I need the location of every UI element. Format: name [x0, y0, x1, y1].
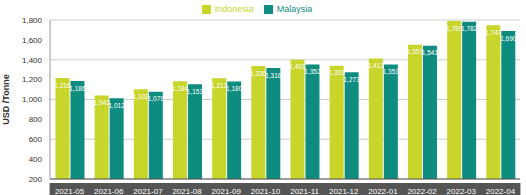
svg-text:1,079: 1,079 — [148, 95, 165, 102]
svg-text:1,747: 1,747 — [485, 28, 502, 36]
svg-text:1,782: 1,782 — [461, 25, 478, 32]
svg-text:2021-07: 2021-07 — [133, 187, 163, 195]
svg-text:1,180: 1,180 — [226, 85, 243, 92]
svg-text:2021-05: 2021-05 — [55, 187, 85, 195]
svg-text:1,041: 1,041 — [93, 99, 110, 106]
svg-text:1,400: 1,400 — [22, 56, 43, 65]
svg-text:400: 400 — [29, 155, 43, 164]
svg-text:1,413: 1,413 — [367, 62, 384, 70]
svg-text:1,186: 1,186 — [69, 85, 86, 92]
svg-text:1,339: 1,339 — [328, 69, 345, 77]
svg-text:1,000: 1,000 — [22, 95, 43, 104]
svg-text:1,273: 1,273 — [344, 76, 361, 83]
svg-text:800: 800 — [29, 115, 43, 124]
svg-text:2021-10: 2021-10 — [251, 187, 281, 195]
svg-text:1,216: 1,216 — [54, 81, 71, 89]
svg-text:2022-02: 2022-02 — [407, 187, 437, 195]
svg-text:1,600: 1,600 — [22, 36, 43, 45]
svg-text:2022-03: 2022-03 — [447, 187, 477, 195]
svg-text:1,800: 1,800 — [22, 16, 43, 25]
html-text:Malaysia: Malaysia — [276, 4, 313, 14]
svg-text:1,551: 1,551 — [406, 48, 424, 56]
svg-text:1,316: 1,316 — [265, 72, 282, 79]
svg-text:1,789: 1,789 — [446, 24, 463, 32]
svg-text:2021-06: 2021-06 — [94, 187, 124, 195]
svg-text:1,012: 1,012 — [109, 102, 126, 109]
svg-text:2022-04: 2022-04 — [486, 187, 516, 195]
svg-text:1,541: 1,541 — [422, 49, 439, 56]
svg-text:600: 600 — [29, 135, 43, 144]
svg-text:1,352: 1,352 — [304, 68, 321, 75]
svg-text:1,353: 1,353 — [383, 68, 400, 75]
svg-text:2021-09: 2021-09 — [212, 187, 242, 195]
svg-text:1,184: 1,184 — [171, 84, 189, 92]
svg-text:2021-11: 2021-11 — [290, 187, 319, 195]
svg-text:1,153: 1,153 — [187, 88, 204, 95]
svg-text:1,690: 1,690 — [500, 35, 517, 42]
svg-text:2021-12: 2021-12 — [329, 187, 359, 195]
svg-text:2021-08: 2021-08 — [172, 187, 202, 195]
svg-text:USD /Tonne: USD /Tonne — [8, 74, 11, 124]
svg-text:1,213: 1,213 — [211, 81, 228, 89]
svg-text:1,102: 1,102 — [132, 93, 149, 100]
svg-text:1,401: 1,401 — [289, 63, 306, 71]
svg-text:1,336: 1,336 — [250, 69, 267, 77]
svg-text:1,200: 1,200 — [22, 75, 43, 84]
html-text:Indonesia: Indonesia — [214, 4, 254, 14]
svg-text:2022-01: 2022-01 — [368, 187, 398, 195]
svg-text:200: 200 — [29, 175, 43, 184]
